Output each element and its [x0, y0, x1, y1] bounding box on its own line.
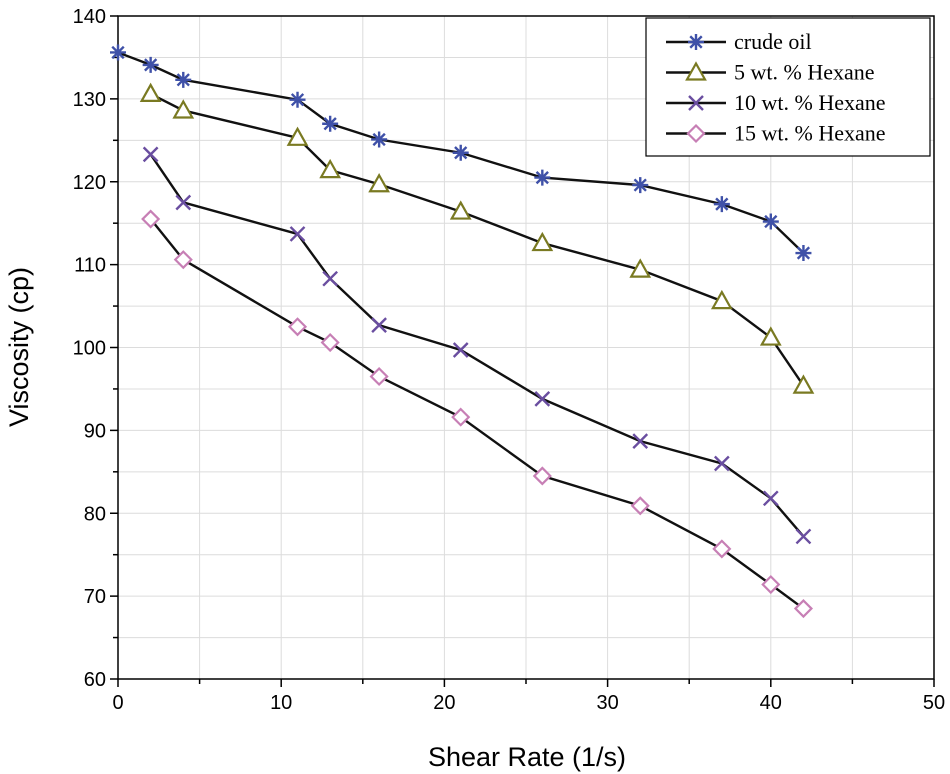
series-1	[139, 82, 815, 394]
data-point	[795, 528, 812, 545]
data-point	[286, 126, 309, 146]
data-point	[172, 99, 195, 119]
series-2	[142, 146, 812, 545]
legend-marker	[688, 95, 704, 111]
legend-marker	[685, 61, 707, 81]
data-point	[110, 44, 126, 61]
data-point	[289, 91, 306, 108]
y-tick-label: 120	[73, 172, 106, 194]
data-point	[319, 158, 342, 179]
data-point	[710, 289, 733, 310]
data-point	[762, 490, 779, 507]
data-point	[449, 200, 472, 220]
data-point	[759, 326, 782, 346]
data-point	[322, 270, 339, 287]
data-point	[534, 169, 551, 186]
y-tick-label: 140	[73, 6, 106, 28]
legend-item: 15 wt. % Hexane	[666, 121, 886, 146]
data-point	[320, 332, 340, 353]
data-point	[368, 172, 391, 193]
data-point	[713, 196, 730, 213]
data-point	[141, 209, 161, 229]
data-point	[322, 115, 339, 132]
series-line	[117, 51, 805, 254]
data-point	[762, 213, 779, 230]
y-tick-label: 130	[73, 89, 106, 111]
data-point	[534, 391, 551, 407]
y-tick-label: 70	[84, 586, 106, 608]
data-point	[793, 599, 813, 619]
legend: crude oil 5 wt. % Hexane 10 wt. % Hexane 15…	[645, 17, 931, 157]
legend-marker	[686, 123, 706, 144]
data-point	[452, 144, 469, 161]
legend-label: 15 wt. % Hexane	[734, 121, 886, 146]
data-point	[173, 250, 193, 270]
x-axis-title: Shear Rate (1/s)	[428, 742, 626, 772]
data-point	[629, 258, 652, 278]
data-point	[632, 177, 649, 194]
data-point	[795, 245, 812, 262]
series-3	[141, 209, 813, 619]
legend-item: crude oil	[666, 29, 812, 54]
series-line	[149, 218, 805, 610]
data-point	[713, 455, 730, 472]
series-line	[149, 153, 805, 538]
x-tick-label: 40	[760, 692, 782, 714]
data-point	[287, 317, 308, 337]
y-tick-label: 80	[84, 503, 106, 525]
data-point	[712, 539, 732, 559]
data-point	[531, 231, 554, 252]
y-axis-title: Viscosity (cp)	[4, 267, 34, 427]
x-tick-label: 0	[112, 692, 123, 714]
legend-item: 10 wt. % Hexane	[666, 90, 886, 115]
x-tick-label: 10	[270, 692, 292, 714]
legend-marker	[688, 34, 704, 50]
data-point	[371, 131, 388, 148]
legend-item: 5 wt. % Hexane	[666, 60, 875, 85]
data-point	[289, 226, 306, 242]
data-point	[175, 71, 192, 88]
series-0	[110, 44, 812, 262]
y-tick-label: 110	[74, 255, 106, 277]
data-point	[139, 82, 162, 103]
series-group	[110, 44, 815, 619]
data-point	[451, 407, 471, 427]
x-tick-label: 30	[596, 692, 618, 714]
data-point	[452, 342, 469, 358]
legend-label: 10 wt. % Hexane	[734, 90, 886, 115]
data-point	[142, 56, 159, 73]
data-point	[142, 146, 159, 163]
data-point	[632, 433, 649, 449]
y-tick-label: 60	[84, 669, 106, 691]
legend-label: crude oil	[734, 29, 812, 54]
data-point	[792, 374, 815, 394]
data-point	[532, 466, 552, 486]
data-point	[175, 194, 192, 211]
y-tick-label: 90	[84, 420, 106, 442]
x-tick-label: 50	[923, 692, 945, 714]
data-point	[761, 574, 781, 595]
y-tick-label: 100	[73, 338, 106, 360]
data-point	[369, 366, 389, 387]
x-tick-label: 20	[433, 692, 455, 714]
axes: 0 10 20 30 40 50 60 70 80 90 100 110 120 130 140	[73, 6, 946, 714]
data-point	[630, 496, 650, 516]
legend-label: 5 wt. % Hexane	[734, 60, 875, 85]
data-point	[371, 317, 387, 333]
